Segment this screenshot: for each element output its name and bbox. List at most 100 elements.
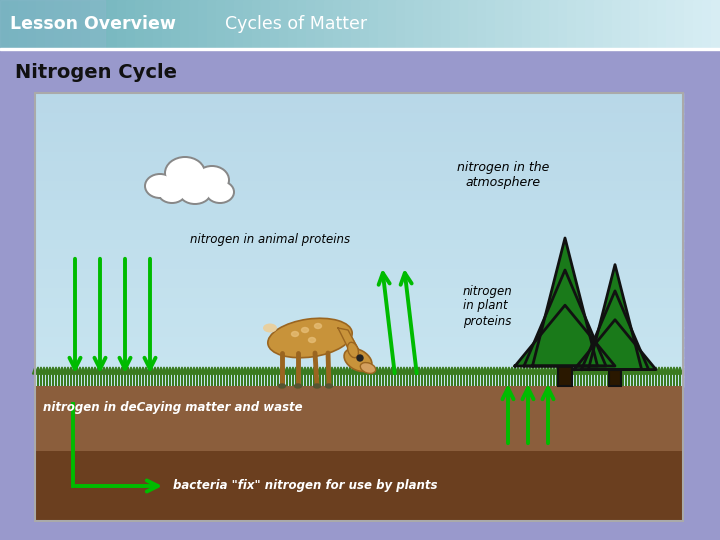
Bar bbox=[396, 0, 406, 48]
FancyArrow shape bbox=[678, 367, 683, 386]
FancyArrow shape bbox=[179, 367, 184, 386]
FancyArrow shape bbox=[146, 367, 151, 386]
FancyArrow shape bbox=[302, 367, 307, 386]
FancyArrow shape bbox=[513, 367, 518, 386]
Text: Lesson Overview: Lesson Overview bbox=[10, 15, 176, 33]
Bar bbox=[594, 0, 604, 48]
Bar bbox=[567, 0, 577, 48]
FancyArrow shape bbox=[578, 367, 583, 386]
FancyArrow shape bbox=[521, 367, 526, 386]
FancyArrow shape bbox=[557, 367, 562, 386]
Text: nitrogen in animal proteins: nitrogen in animal proteins bbox=[190, 233, 350, 246]
Bar bbox=[35, 230, 683, 240]
FancyArrow shape bbox=[308, 367, 313, 386]
Text: nitrogen in deCaying matter and waste: nitrogen in deCaying matter and waste bbox=[43, 402, 302, 415]
FancyArrow shape bbox=[192, 367, 197, 386]
Ellipse shape bbox=[263, 323, 277, 333]
Text: bacteria "fix" nitrogen for use by plants: bacteria "fix" nitrogen for use by plant… bbox=[173, 480, 438, 492]
Bar bbox=[432, 0, 442, 48]
Text: Nitrogen Cycle: Nitrogen Cycle bbox=[15, 64, 177, 83]
FancyArrow shape bbox=[362, 367, 367, 386]
Bar bbox=[35, 318, 683, 328]
Bar bbox=[126, 0, 136, 48]
Bar bbox=[35, 259, 683, 270]
Bar bbox=[666, 0, 676, 48]
Bar bbox=[675, 0, 685, 48]
FancyArrow shape bbox=[470, 367, 475, 386]
FancyArrow shape bbox=[336, 367, 341, 386]
Bar bbox=[297, 0, 307, 48]
FancyArrow shape bbox=[657, 367, 662, 386]
FancyArrow shape bbox=[204, 367, 209, 386]
Bar bbox=[63, 0, 73, 48]
Bar bbox=[630, 0, 640, 48]
Polygon shape bbox=[524, 270, 606, 366]
FancyArrow shape bbox=[456, 367, 461, 386]
FancyArrow shape bbox=[266, 367, 271, 386]
FancyArrow shape bbox=[60, 367, 65, 386]
FancyArrow shape bbox=[258, 367, 263, 386]
FancyArrow shape bbox=[665, 367, 670, 386]
FancyArrow shape bbox=[99, 367, 104, 386]
FancyArrow shape bbox=[377, 367, 382, 386]
FancyArrow shape bbox=[45, 367, 50, 386]
Bar bbox=[0, 48, 720, 50]
FancyArrow shape bbox=[254, 367, 259, 386]
FancyArrow shape bbox=[570, 367, 575, 386]
Bar bbox=[468, 0, 478, 48]
FancyArrow shape bbox=[294, 367, 299, 386]
FancyArrow shape bbox=[575, 367, 580, 386]
FancyArrow shape bbox=[567, 367, 572, 386]
Bar bbox=[609, 369, 621, 386]
FancyArrow shape bbox=[477, 367, 482, 386]
FancyArrow shape bbox=[89, 367, 94, 386]
Bar bbox=[45, 0, 55, 48]
Bar bbox=[279, 0, 289, 48]
FancyArrow shape bbox=[140, 367, 145, 386]
FancyArrow shape bbox=[132, 367, 137, 386]
Bar bbox=[378, 0, 388, 48]
FancyArrow shape bbox=[194, 367, 199, 386]
Bar bbox=[35, 103, 683, 113]
FancyArrow shape bbox=[171, 367, 176, 386]
Ellipse shape bbox=[164, 156, 206, 190]
FancyArrow shape bbox=[608, 367, 613, 386]
Bar bbox=[35, 269, 683, 280]
Bar bbox=[252, 0, 262, 48]
FancyArrow shape bbox=[287, 367, 292, 386]
Bar bbox=[513, 0, 523, 48]
Bar bbox=[72, 0, 82, 48]
FancyArrow shape bbox=[359, 367, 364, 386]
FancyArrow shape bbox=[86, 367, 91, 386]
Bar bbox=[648, 0, 658, 48]
FancyArrow shape bbox=[621, 367, 626, 386]
Ellipse shape bbox=[194, 165, 230, 195]
FancyArrow shape bbox=[662, 367, 667, 386]
Bar bbox=[0, 0, 10, 48]
FancyArrow shape bbox=[84, 367, 89, 386]
FancyArrow shape bbox=[222, 367, 227, 386]
Bar bbox=[558, 366, 572, 386]
Bar bbox=[576, 0, 586, 48]
Bar bbox=[35, 200, 683, 211]
FancyArrow shape bbox=[71, 367, 76, 386]
Bar bbox=[306, 0, 316, 48]
Bar bbox=[35, 327, 683, 338]
Bar bbox=[35, 367, 683, 377]
FancyArrow shape bbox=[398, 367, 403, 386]
FancyArrow shape bbox=[228, 367, 233, 386]
FancyArrow shape bbox=[297, 367, 302, 386]
FancyArrow shape bbox=[531, 367, 536, 386]
FancyArrow shape bbox=[135, 367, 140, 386]
Ellipse shape bbox=[159, 182, 185, 202]
FancyArrow shape bbox=[639, 367, 644, 386]
FancyArrow shape bbox=[269, 367, 274, 386]
FancyArrow shape bbox=[503, 367, 508, 386]
FancyArrow shape bbox=[590, 367, 595, 386]
Bar bbox=[35, 191, 683, 201]
FancyArrow shape bbox=[629, 367, 634, 386]
FancyArrow shape bbox=[464, 367, 469, 386]
FancyArrow shape bbox=[495, 367, 500, 386]
FancyArrow shape bbox=[416, 367, 421, 386]
FancyArrow shape bbox=[672, 367, 677, 386]
